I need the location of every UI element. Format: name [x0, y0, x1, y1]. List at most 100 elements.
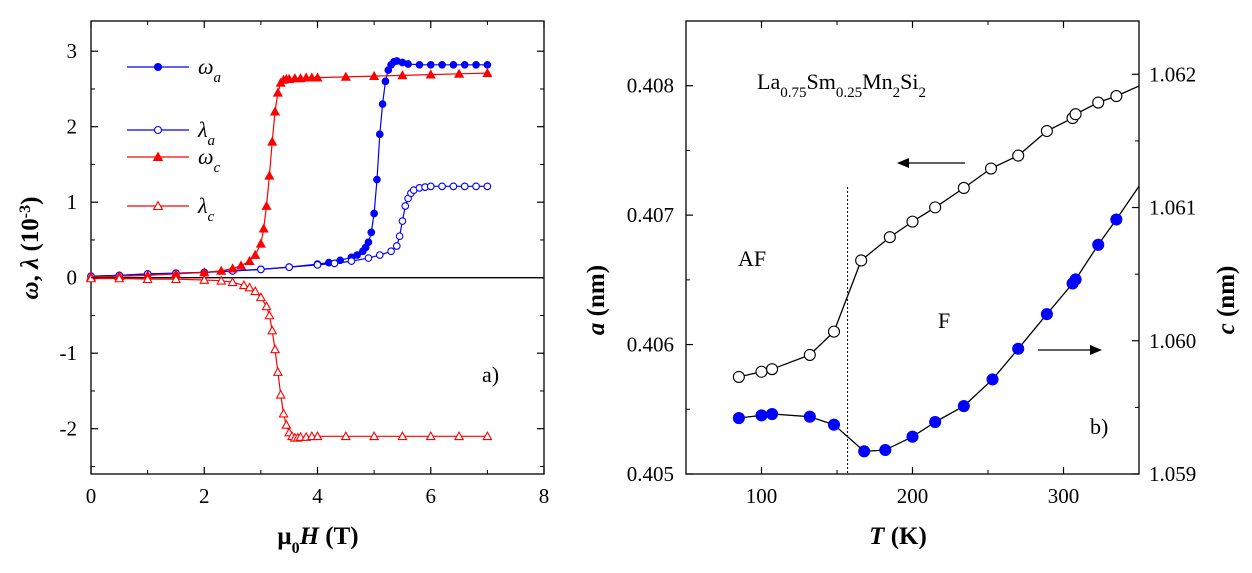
- y-tick-label-right-b: 1.060: [1149, 329, 1196, 353]
- data-point-omega-c: [250, 249, 261, 259]
- data-point-c: [1040, 308, 1053, 321]
- data-point-a: [755, 365, 768, 378]
- data-point-lambda-c: [255, 292, 266, 302]
- y-tick-label-left-b: 0.405: [627, 462, 674, 486]
- data-point-lambda-c: [267, 325, 278, 335]
- series-line-omega-c: [90, 72, 488, 278]
- data-point-a: [1040, 124, 1053, 138]
- data-point-omega-a: [367, 228, 376, 237]
- data-point-a: [827, 325, 841, 338]
- data-point-omega-a: [373, 175, 381, 184]
- data-point-lambda-c: [272, 366, 283, 376]
- data-point-omega-c: [312, 72, 323, 82]
- data-point-c: [879, 443, 892, 457]
- x-tick-label-a: 0: [86, 484, 97, 508]
- data-point-c: [1110, 213, 1123, 226]
- data-point-a: [1069, 108, 1082, 121]
- data-point-lambda-a: [395, 232, 404, 241]
- plot-frame-a: [90, 20, 545, 475]
- data-point-c: [986, 373, 999, 386]
- data-point-omega-c: [482, 67, 493, 77]
- data-point-c: [755, 409, 768, 422]
- data-point-c: [732, 411, 745, 425]
- data-point-c: [1092, 238, 1105, 251]
- panel-b-label: b): [1090, 414, 1108, 439]
- data-point-lambda-a: [375, 251, 384, 259]
- data-point-omega-c: [255, 238, 266, 248]
- data-point-omega-c: [261, 200, 272, 210]
- y-tick-label-a: 1: [67, 190, 78, 214]
- y-tick-label-right-b: 1.059: [1149, 462, 1196, 486]
- data-point-lambda-a: [449, 182, 458, 191]
- series-line-omega-a: [90, 60, 488, 277]
- data-point-lambda-a: [398, 217, 407, 225]
- data-point-omega-c: [216, 265, 227, 275]
- data-point-c: [858, 445, 871, 458]
- panel-a-series: [85, 57, 493, 442]
- data-point-lambda-a: [483, 182, 492, 191]
- data-point-omega-c: [272, 87, 283, 97]
- data-point-lambda-a: [460, 182, 469, 191]
- data-point-lambda-a: [387, 247, 395, 256]
- data-point-a: [803, 348, 816, 361]
- data-point-a: [1092, 96, 1105, 109]
- data-point-lambda-a: [472, 182, 480, 191]
- y-axis-label-right-b: c (nm): [1213, 266, 1240, 335]
- data-point-lambda-a: [392, 242, 401, 250]
- data-point-lambda-c: [312, 430, 323, 441]
- legend-marker: [153, 62, 163, 72]
- data-point-omega-c: [340, 71, 351, 81]
- data-point-lambda-a: [401, 202, 410, 210]
- data-point-omega-a: [375, 130, 384, 139]
- panel-b-ticks: 100 200 300 0.405 0.406 0.407 0.408 1.059 1.060 1…: [627, 21, 1196, 508]
- data-point-a: [906, 215, 919, 228]
- data-point-lambda-a: [426, 182, 435, 191]
- data-point-omega-a: [404, 60, 412, 68]
- data-point-lambda-c: [275, 389, 286, 399]
- y-tick-label-a: 3: [67, 39, 78, 63]
- legend-marker: [152, 200, 164, 211]
- arrow-right-axis: [1038, 345, 1102, 355]
- compound-formula: La0.75Sm0.25Mn2Si2: [757, 69, 926, 101]
- data-point-omega-a: [426, 60, 435, 69]
- y-axis-label-left-b: a (nm): [583, 265, 610, 335]
- panel-a-label: a): [482, 362, 499, 387]
- data-point-lambda-c: [244, 282, 255, 292]
- data-point-lambda-c: [250, 286, 261, 296]
- y-tick-label-a: 0: [67, 266, 78, 290]
- data-point-c: [766, 407, 779, 421]
- x-tick-label-b: 300: [1048, 484, 1080, 508]
- data-point-omega-a: [370, 209, 378, 218]
- data-point-omega-c: [244, 255, 255, 265]
- data-point-lambda-a: [257, 265, 265, 274]
- data-point-c: [827, 418, 841, 431]
- legend-marker: [152, 151, 164, 162]
- y-tick-label-a: -1: [60, 341, 78, 365]
- data-point-lambda-c: [142, 273, 153, 284]
- data-point-omega-c: [267, 136, 278, 146]
- data-point-omega-c: [258, 223, 269, 233]
- panel-b-series: [732, 85, 1140, 458]
- data-point-omega-c: [227, 263, 238, 273]
- data-point-omega-a: [353, 251, 361, 259]
- data-point-c: [1069, 273, 1082, 286]
- data-point-a: [984, 162, 998, 175]
- data-point-omega-a: [378, 100, 387, 108]
- data-point-lambda-c: [238, 279, 249, 290]
- y-tick-label-left-b: 0.406: [627, 333, 674, 357]
- data-point-c: [957, 399, 970, 413]
- data-point-omega-c: [369, 70, 380, 80]
- panel-a-ticks: 0 2 4 6 8 -2 -1 0 1 2 3: [60, 21, 549, 508]
- series-line-lambda-a: [90, 185, 488, 277]
- data-point-c: [1012, 342, 1025, 355]
- data-point-omega-a: [472, 60, 480, 69]
- legend-marker: [153, 125, 163, 135]
- data-point-lambda-c: [264, 310, 275, 320]
- data-point-a: [766, 363, 779, 376]
- data-point-lambda-c: [261, 301, 272, 311]
- data-point-c: [906, 430, 919, 443]
- x-tick-label-a: 2: [199, 484, 210, 508]
